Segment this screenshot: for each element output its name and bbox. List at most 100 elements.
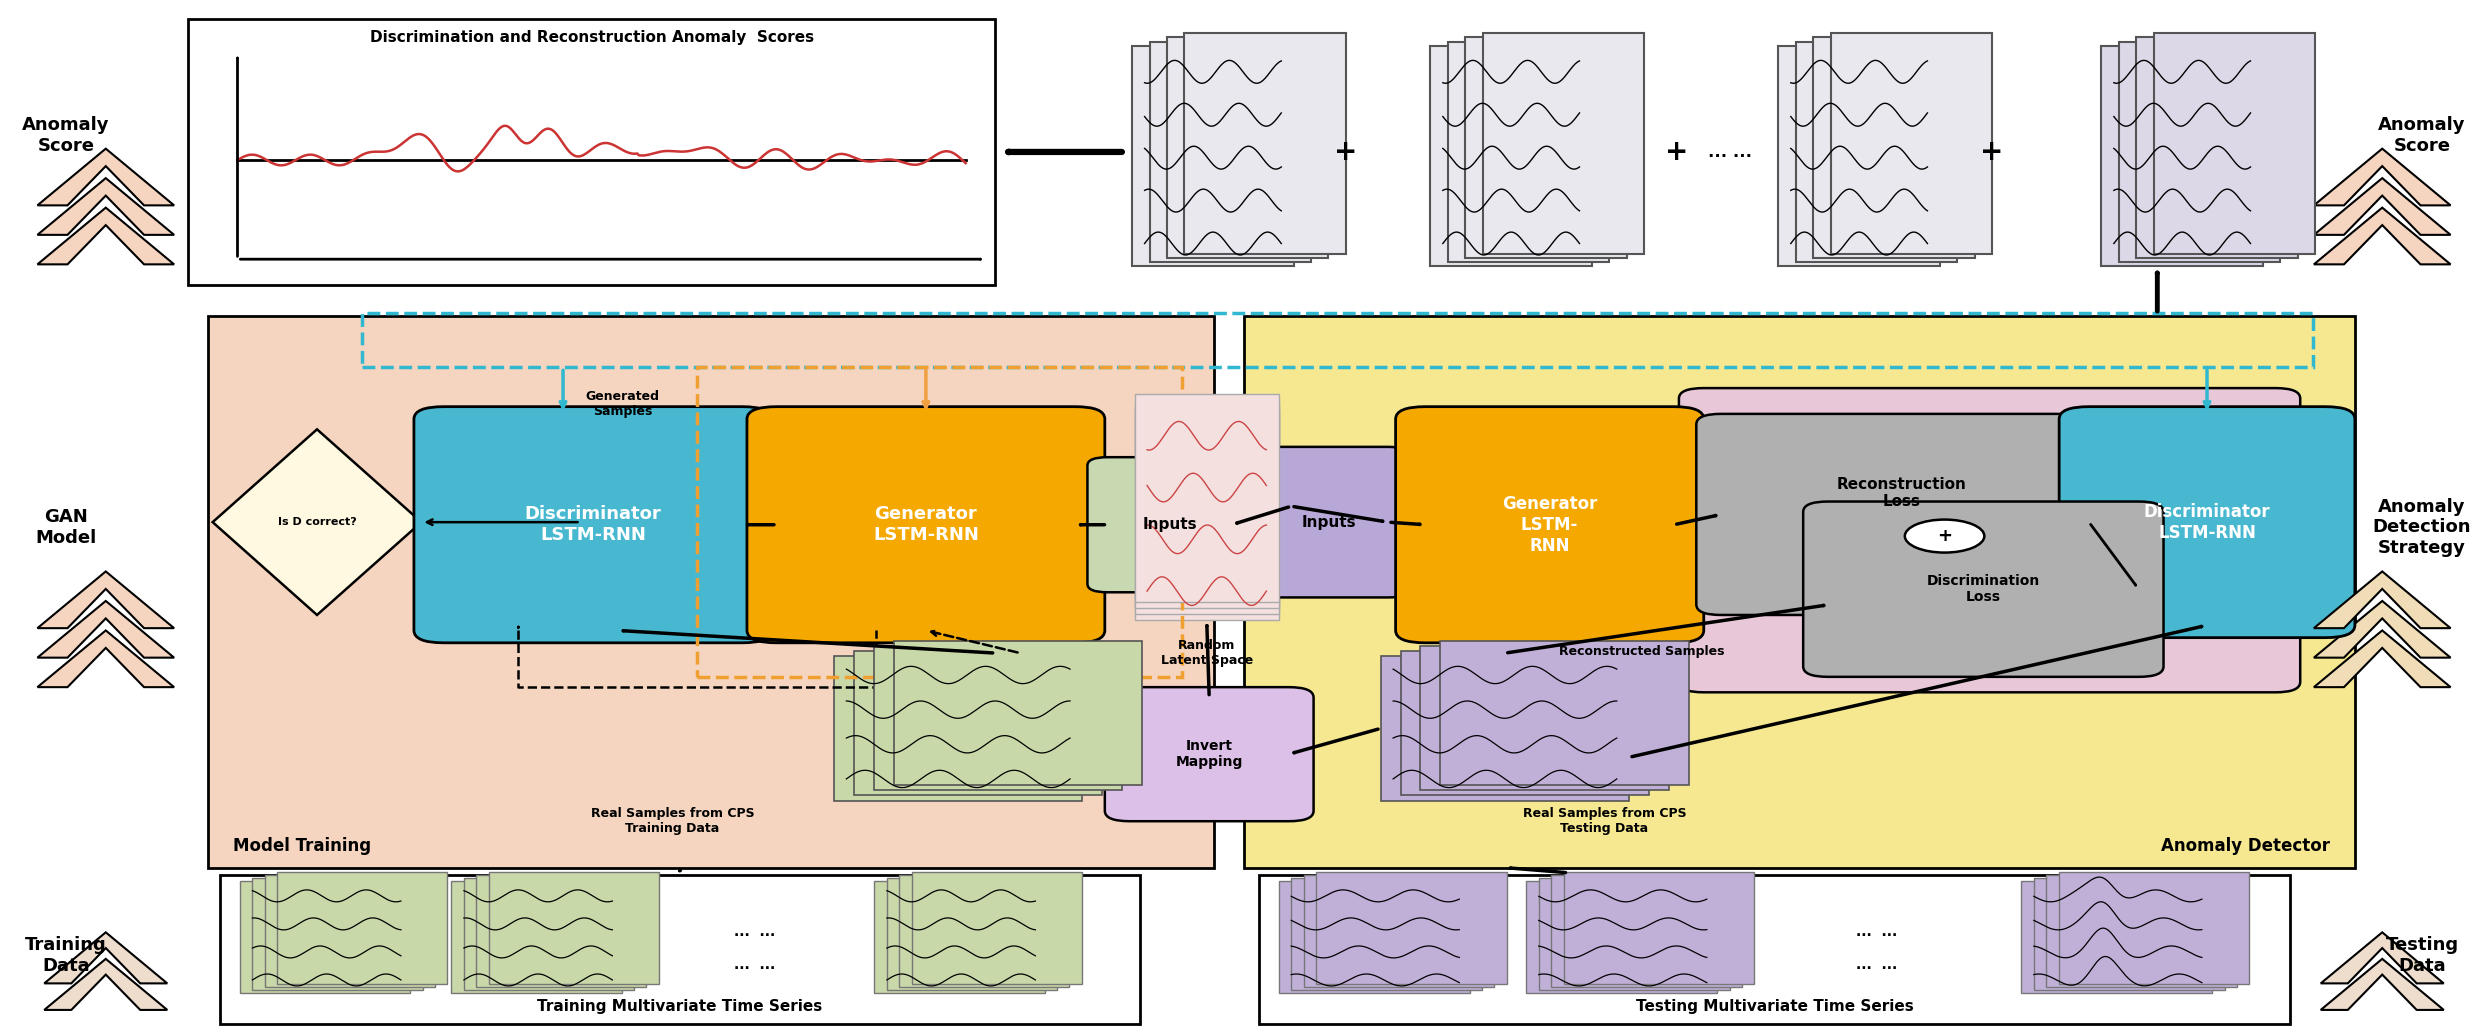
Bar: [2155, 33, 2316, 254]
Polygon shape: [37, 601, 174, 658]
Text: ...  ...: ... ...: [1856, 957, 1898, 972]
Text: Inputs: Inputs: [1142, 517, 1197, 533]
Bar: [1135, 406, 1279, 614]
Polygon shape: [2314, 572, 2451, 629]
Bar: [833, 657, 1082, 800]
Text: Generated
Samples: Generated Samples: [585, 390, 659, 418]
Text: Training Multivariate Time Series: Training Multivariate Time Series: [537, 999, 824, 1014]
Bar: [187, 19, 995, 285]
Polygon shape: [2314, 601, 2451, 658]
Polygon shape: [37, 208, 174, 265]
Bar: [911, 872, 1082, 984]
Bar: [2137, 37, 2299, 258]
Text: Is D correct?: Is D correct?: [279, 517, 356, 527]
Bar: [1779, 45, 1941, 267]
Bar: [276, 872, 448, 984]
Text: ...  ...: ... ...: [734, 957, 776, 972]
FancyBboxPatch shape: [1087, 457, 1251, 592]
Bar: [1421, 646, 1669, 790]
Text: Discriminator
LSTM-RNN: Discriminator LSTM-RNN: [2145, 503, 2272, 542]
Text: ...  ...: ... ...: [734, 924, 776, 939]
Bar: [207, 316, 1214, 868]
FancyBboxPatch shape: [2060, 406, 2356, 638]
Bar: [893, 641, 1142, 785]
Polygon shape: [2314, 178, 2451, 235]
Text: Discrimination and Reconstruction Anomaly  Scores: Discrimination and Reconstruction Anomal…: [371, 30, 814, 45]
Bar: [1401, 651, 1650, 795]
Bar: [1132, 45, 1294, 267]
Text: +: +: [1938, 527, 1953, 545]
Polygon shape: [45, 933, 167, 983]
Polygon shape: [37, 631, 174, 688]
Bar: [1184, 33, 1346, 254]
Text: Anomaly Detector: Anomaly Detector: [2162, 838, 2331, 855]
Text: Real Samples from CPS
Training Data: Real Samples from CPS Training Data: [590, 808, 754, 835]
Bar: [1448, 41, 1610, 263]
Bar: [1149, 41, 1311, 263]
Polygon shape: [2314, 208, 2451, 265]
Bar: [1167, 37, 1329, 258]
Bar: [886, 878, 1057, 991]
Polygon shape: [45, 959, 167, 1010]
Bar: [1316, 872, 1508, 984]
Bar: [2102, 45, 2264, 267]
Bar: [1441, 641, 1689, 785]
FancyBboxPatch shape: [1249, 447, 1408, 598]
Polygon shape: [37, 149, 174, 206]
FancyBboxPatch shape: [1396, 406, 1704, 643]
Polygon shape: [211, 429, 420, 615]
Bar: [2033, 878, 2224, 991]
Bar: [1135, 413, 1279, 620]
FancyBboxPatch shape: [1804, 501, 2165, 677]
Bar: [853, 651, 1102, 795]
Polygon shape: [37, 572, 174, 629]
Text: ... ...: ... ...: [1707, 143, 1752, 161]
FancyBboxPatch shape: [746, 406, 1105, 643]
FancyBboxPatch shape: [1679, 388, 2301, 693]
Bar: [475, 875, 647, 987]
Bar: [1381, 657, 1630, 800]
Text: +: +: [1664, 138, 1689, 165]
Bar: [1550, 875, 1742, 987]
Bar: [239, 881, 411, 994]
Bar: [1465, 37, 1627, 258]
Bar: [2045, 875, 2237, 987]
Bar: [463, 878, 634, 991]
Text: Testing Multivariate Time Series: Testing Multivariate Time Series: [1635, 999, 1913, 1014]
Polygon shape: [2314, 149, 2451, 206]
Bar: [2120, 41, 2281, 263]
Text: Generator
LSTM-RNN: Generator LSTM-RNN: [873, 506, 978, 544]
Bar: [1796, 41, 1958, 263]
Bar: [450, 881, 622, 994]
Bar: [1135, 394, 1279, 602]
Text: Anomaly
Score: Anomaly Score: [22, 116, 109, 155]
Bar: [1304, 875, 1495, 987]
Text: +: +: [1980, 138, 2003, 165]
Bar: [898, 875, 1070, 987]
Bar: [488, 872, 659, 984]
Bar: [1831, 33, 1993, 254]
Bar: [2020, 881, 2212, 994]
Bar: [873, 881, 1045, 994]
Text: Testing
Data: Testing Data: [2386, 936, 2458, 975]
Bar: [2058, 872, 2249, 984]
Text: Training
Data: Training Data: [25, 936, 107, 975]
Bar: [1483, 33, 1645, 254]
Bar: [1259, 875, 2291, 1025]
Bar: [1431, 45, 1592, 267]
FancyBboxPatch shape: [413, 406, 771, 643]
Text: Anomaly
Score: Anomaly Score: [2379, 116, 2466, 155]
Bar: [1291, 878, 1483, 991]
Text: Generator
LSTM-
RNN: Generator LSTM- RNN: [1503, 495, 1597, 554]
Polygon shape: [2321, 933, 2443, 983]
Bar: [1814, 37, 1975, 258]
Polygon shape: [2321, 959, 2443, 1010]
Bar: [1135, 400, 1279, 608]
Text: Real Samples from CPS
Testing Data: Real Samples from CPS Testing Data: [1523, 808, 1687, 835]
Bar: [873, 646, 1122, 790]
Bar: [219, 875, 1140, 1025]
Text: +: +: [1334, 138, 1358, 165]
Text: Anomaly
Detection
Strategy: Anomaly Detection Strategy: [2374, 497, 2471, 557]
Text: Discriminator
LSTM-RNN: Discriminator LSTM-RNN: [525, 506, 662, 544]
Bar: [1525, 881, 1717, 994]
